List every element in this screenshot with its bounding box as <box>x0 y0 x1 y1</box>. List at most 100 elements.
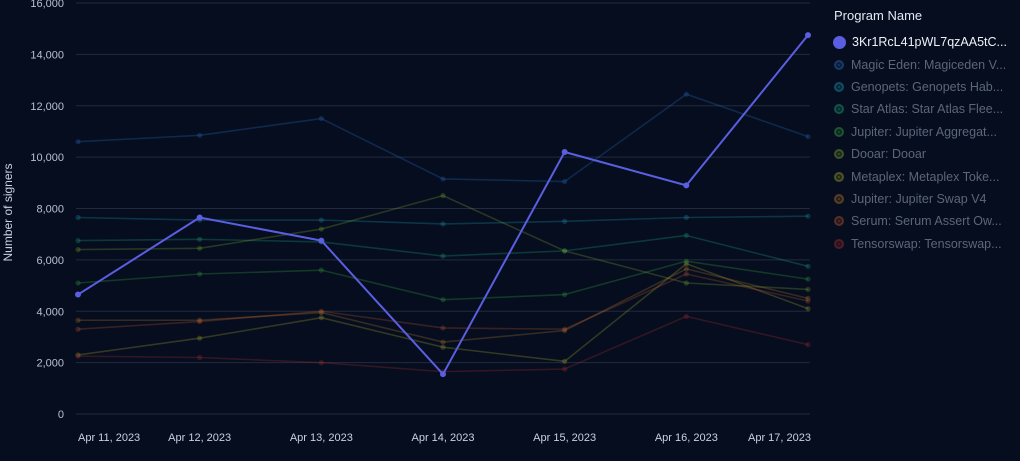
data-point <box>683 261 689 267</box>
data-point <box>683 280 689 286</box>
data-point <box>318 315 324 321</box>
data-point <box>805 276 811 282</box>
y-tick-label: 8,000 <box>36 204 64 216</box>
data-point <box>318 360 324 366</box>
x-tick-label: Apr 14, 2023 <box>412 432 475 444</box>
legend-marker-icon <box>834 193 844 204</box>
data-point <box>75 247 81 253</box>
data-point <box>805 32 811 39</box>
series-8 <box>75 271 811 332</box>
y-tick-label: 6,000 <box>36 255 64 267</box>
legend-items: 3Kr1RcL41pWL7qzAA5tC... Magic Eden: Magic… <box>833 31 1014 255</box>
legend-label: Magic Eden: Magiceden V... <box>851 57 1007 72</box>
data-point <box>562 248 568 254</box>
data-point <box>805 263 811 269</box>
data-point <box>683 271 689 277</box>
data-point <box>318 267 324 273</box>
legend-title: Program Name <box>834 8 923 23</box>
data-point <box>197 318 203 325</box>
data-point <box>561 148 568 155</box>
data-point <box>562 327 568 334</box>
data-point <box>683 266 689 272</box>
series-1 <box>75 91 811 185</box>
data-point <box>562 366 568 372</box>
data-point <box>683 214 689 221</box>
data-point <box>75 326 81 332</box>
data-point <box>197 354 203 361</box>
data-point <box>75 317 81 323</box>
data-point <box>318 217 324 223</box>
data-point <box>805 133 811 140</box>
legend-label: Serum: Serum Assert Ow... <box>851 214 1002 229</box>
y-tick-label: 0 <box>58 409 64 421</box>
legend-item[interactable]: Magic Eden: Magiceden V... <box>834 53 1014 75</box>
data-point <box>440 193 446 199</box>
x-tick-label: Apr 12, 2023 <box>168 432 231 444</box>
y-tick-label: 4,000 <box>36 306 64 318</box>
y-axis-title: Number of signers <box>1 163 15 261</box>
legend-item[interactable]: 3Kr1RcL41pWL7qzAA5tC... <box>833 31 1014 53</box>
data-point <box>440 344 446 350</box>
data-point <box>683 313 689 319</box>
legend-item[interactable]: Jupiter: Jupiter Swap V4 <box>834 188 1014 210</box>
y-grid <box>76 2 810 415</box>
legend-label: Jupiter: Jupiter Aggregat... <box>851 124 997 139</box>
data-point <box>75 214 81 221</box>
series-line <box>77 234 809 268</box>
legend-item[interactable]: Serum: Serum Assert Ow... <box>834 210 1014 232</box>
y-tick-label: 12,000 <box>30 101 64 113</box>
x-tick-label: Apr 15, 2023 <box>533 432 596 444</box>
data-point <box>440 221 446 227</box>
y-tick-label: 2,000 <box>36 358 64 370</box>
legend-label: Star Atlas: Star Atlas Flee... <box>851 102 1004 117</box>
data-point <box>197 271 203 277</box>
data-point <box>75 352 81 358</box>
data-point <box>318 309 324 316</box>
legend-item[interactable]: Genopets: Genopets Hab... <box>834 76 1014 98</box>
data-point <box>805 213 811 219</box>
legend-marker-icon <box>834 126 844 137</box>
series-line <box>77 194 809 291</box>
legend-label: Genopets: Genopets Hab... <box>851 79 1004 94</box>
legend-marker-icon <box>834 59 844 70</box>
data-point <box>75 280 81 286</box>
data-point <box>318 226 324 232</box>
data-point <box>683 182 690 189</box>
data-point <box>562 178 568 185</box>
data-point <box>805 295 811 302</box>
data-point <box>318 308 324 314</box>
data-point <box>196 214 203 221</box>
data-point <box>197 245 203 251</box>
legend-label: Metaplex: Metaplex Toke... <box>851 169 1000 184</box>
y-tick-label: 10,000 <box>30 152 64 164</box>
series-0 <box>75 32 811 378</box>
series-line <box>77 260 809 301</box>
data-point <box>805 286 811 293</box>
data-point <box>75 139 81 145</box>
legend-item[interactable]: Tensorswap: Tensorswap... <box>834 233 1014 255</box>
data-point <box>440 325 446 331</box>
data-point <box>197 317 203 323</box>
legend-marker-icon <box>833 35 846 49</box>
series-4 <box>75 258 811 303</box>
legend-label: Tensorswap: Tensorswap... <box>851 236 1002 251</box>
data-point <box>318 115 324 122</box>
data-point <box>75 353 81 359</box>
legend-marker-icon <box>834 81 844 92</box>
series-line <box>77 273 809 331</box>
legend-item[interactable]: Dooar: Dooar <box>834 143 1014 165</box>
legend-item[interactable]: Jupiter: Jupiter Aggregat... <box>834 121 1014 143</box>
legend-item[interactable]: Star Atlas: Star Atlas Flee... <box>834 98 1014 120</box>
legend-marker-icon <box>834 104 844 115</box>
x-tick-label: Apr 16, 2023 <box>655 432 718 444</box>
legend-label: Dooar: Dooar <box>851 147 927 162</box>
y-tick-label: 16,000 <box>30 0 64 10</box>
x-tick-label: Apr 11, 2023 <box>78 432 140 444</box>
data-point <box>440 297 446 303</box>
legend-marker-icon <box>834 171 844 182</box>
data-point <box>562 326 568 332</box>
series-line <box>77 262 809 363</box>
legend-item[interactable]: Metaplex: Metaplex Toke... <box>834 165 1014 187</box>
series-line <box>77 34 809 376</box>
